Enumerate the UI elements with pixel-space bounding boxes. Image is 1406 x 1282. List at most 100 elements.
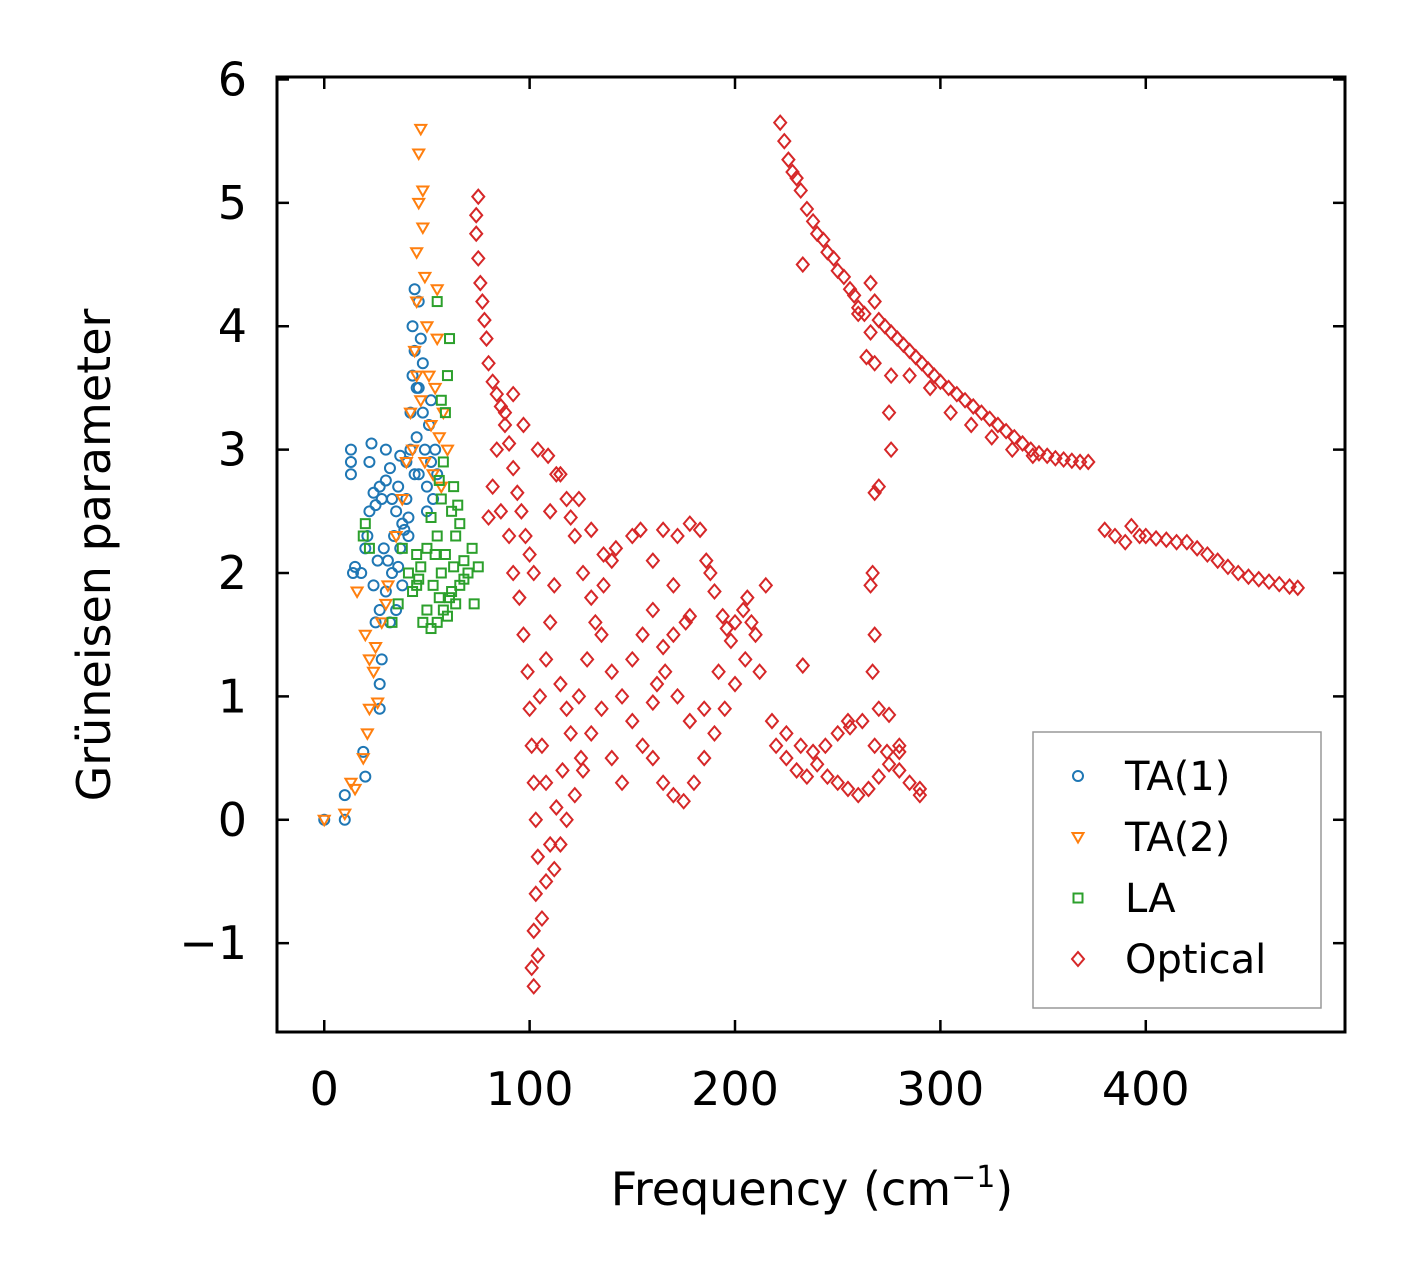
data-point <box>737 650 753 668</box>
data-point <box>604 663 620 681</box>
x-axis-title-main: Frequency (cm <box>611 1162 951 1216</box>
data-point <box>1004 441 1020 459</box>
data-point <box>415 222 431 236</box>
data-point <box>727 675 743 693</box>
data-point <box>575 761 591 779</box>
data-point <box>530 848 546 866</box>
data-point <box>473 274 488 292</box>
data-point <box>776 132 792 150</box>
data-point <box>752 663 767 681</box>
y-tick-label: 5 <box>218 176 247 230</box>
data-point <box>1097 521 1113 539</box>
data-point <box>433 474 445 486</box>
data-point <box>670 527 685 545</box>
data-point <box>542 613 558 631</box>
data-point <box>454 518 466 530</box>
data-point <box>542 835 558 853</box>
data-point <box>417 616 429 628</box>
data-point <box>409 296 424 310</box>
y-tick-label: 0 <box>218 793 247 847</box>
data-point <box>485 478 500 496</box>
data-point <box>850 786 866 804</box>
data-point <box>678 613 694 631</box>
data-point <box>402 529 415 542</box>
data-point <box>501 434 517 452</box>
data-point <box>362 654 377 667</box>
data-point <box>604 552 620 570</box>
data-point <box>368 642 383 655</box>
data-point <box>359 518 371 530</box>
data-point <box>540 447 556 465</box>
data-point <box>526 922 542 940</box>
data-point <box>922 379 938 397</box>
legend-marker <box>1070 950 1086 968</box>
data-point <box>805 212 821 230</box>
data-point <box>553 835 568 853</box>
data-point <box>534 737 550 755</box>
data-point <box>840 712 856 730</box>
data-point <box>1015 434 1030 452</box>
data-point <box>481 354 496 372</box>
data-point <box>902 774 917 792</box>
data-point <box>546 860 562 878</box>
data-point <box>867 293 882 311</box>
data-point <box>375 653 388 666</box>
data-point <box>356 753 371 766</box>
data-point <box>1107 527 1123 545</box>
data-point <box>516 416 531 434</box>
data-point <box>1132 527 1147 545</box>
y-tick-label: 6 <box>218 52 247 106</box>
data-point <box>1220 558 1236 576</box>
data-point <box>596 576 611 594</box>
data-point <box>386 567 399 580</box>
data-point <box>427 579 439 591</box>
data-point <box>431 296 443 308</box>
data-point <box>666 576 681 594</box>
data-point <box>861 780 876 798</box>
legend-label: TA(1) <box>1124 754 1230 800</box>
data-point <box>440 444 455 458</box>
data-point <box>337 808 353 822</box>
data-point <box>417 456 433 470</box>
data-point <box>686 774 702 792</box>
data-point <box>553 675 568 693</box>
data-point <box>479 330 494 348</box>
data-point <box>512 589 527 607</box>
data-point <box>982 410 998 428</box>
data-point <box>779 749 794 767</box>
data-point <box>425 511 437 523</box>
data-point <box>369 499 382 512</box>
data-point <box>386 492 399 505</box>
data-point <box>373 480 386 493</box>
legend-label: TA(2) <box>1124 815 1230 861</box>
data-point <box>696 700 712 718</box>
data-point <box>489 441 505 459</box>
data-point <box>518 527 533 545</box>
data-point <box>360 728 375 741</box>
data-point <box>374 617 389 630</box>
data-point <box>526 564 542 582</box>
data-point <box>881 404 897 422</box>
data-point <box>406 320 419 333</box>
data-point <box>338 789 351 802</box>
data-point <box>412 468 425 481</box>
data-point <box>379 443 392 456</box>
data-point <box>789 169 804 187</box>
data-point <box>727 613 743 631</box>
data-point <box>413 395 429 408</box>
data-point <box>912 780 928 798</box>
data-point <box>781 151 796 169</box>
data-point <box>408 468 421 481</box>
data-point <box>357 745 370 758</box>
data-point <box>338 813 351 826</box>
data-point <box>411 197 426 211</box>
data-point <box>501 527 517 545</box>
data-point <box>559 490 574 508</box>
data-point <box>450 530 462 542</box>
data-point <box>963 416 979 434</box>
data-point <box>373 604 386 617</box>
data-point <box>377 542 390 555</box>
data-point <box>344 455 357 468</box>
data-point <box>635 737 650 755</box>
